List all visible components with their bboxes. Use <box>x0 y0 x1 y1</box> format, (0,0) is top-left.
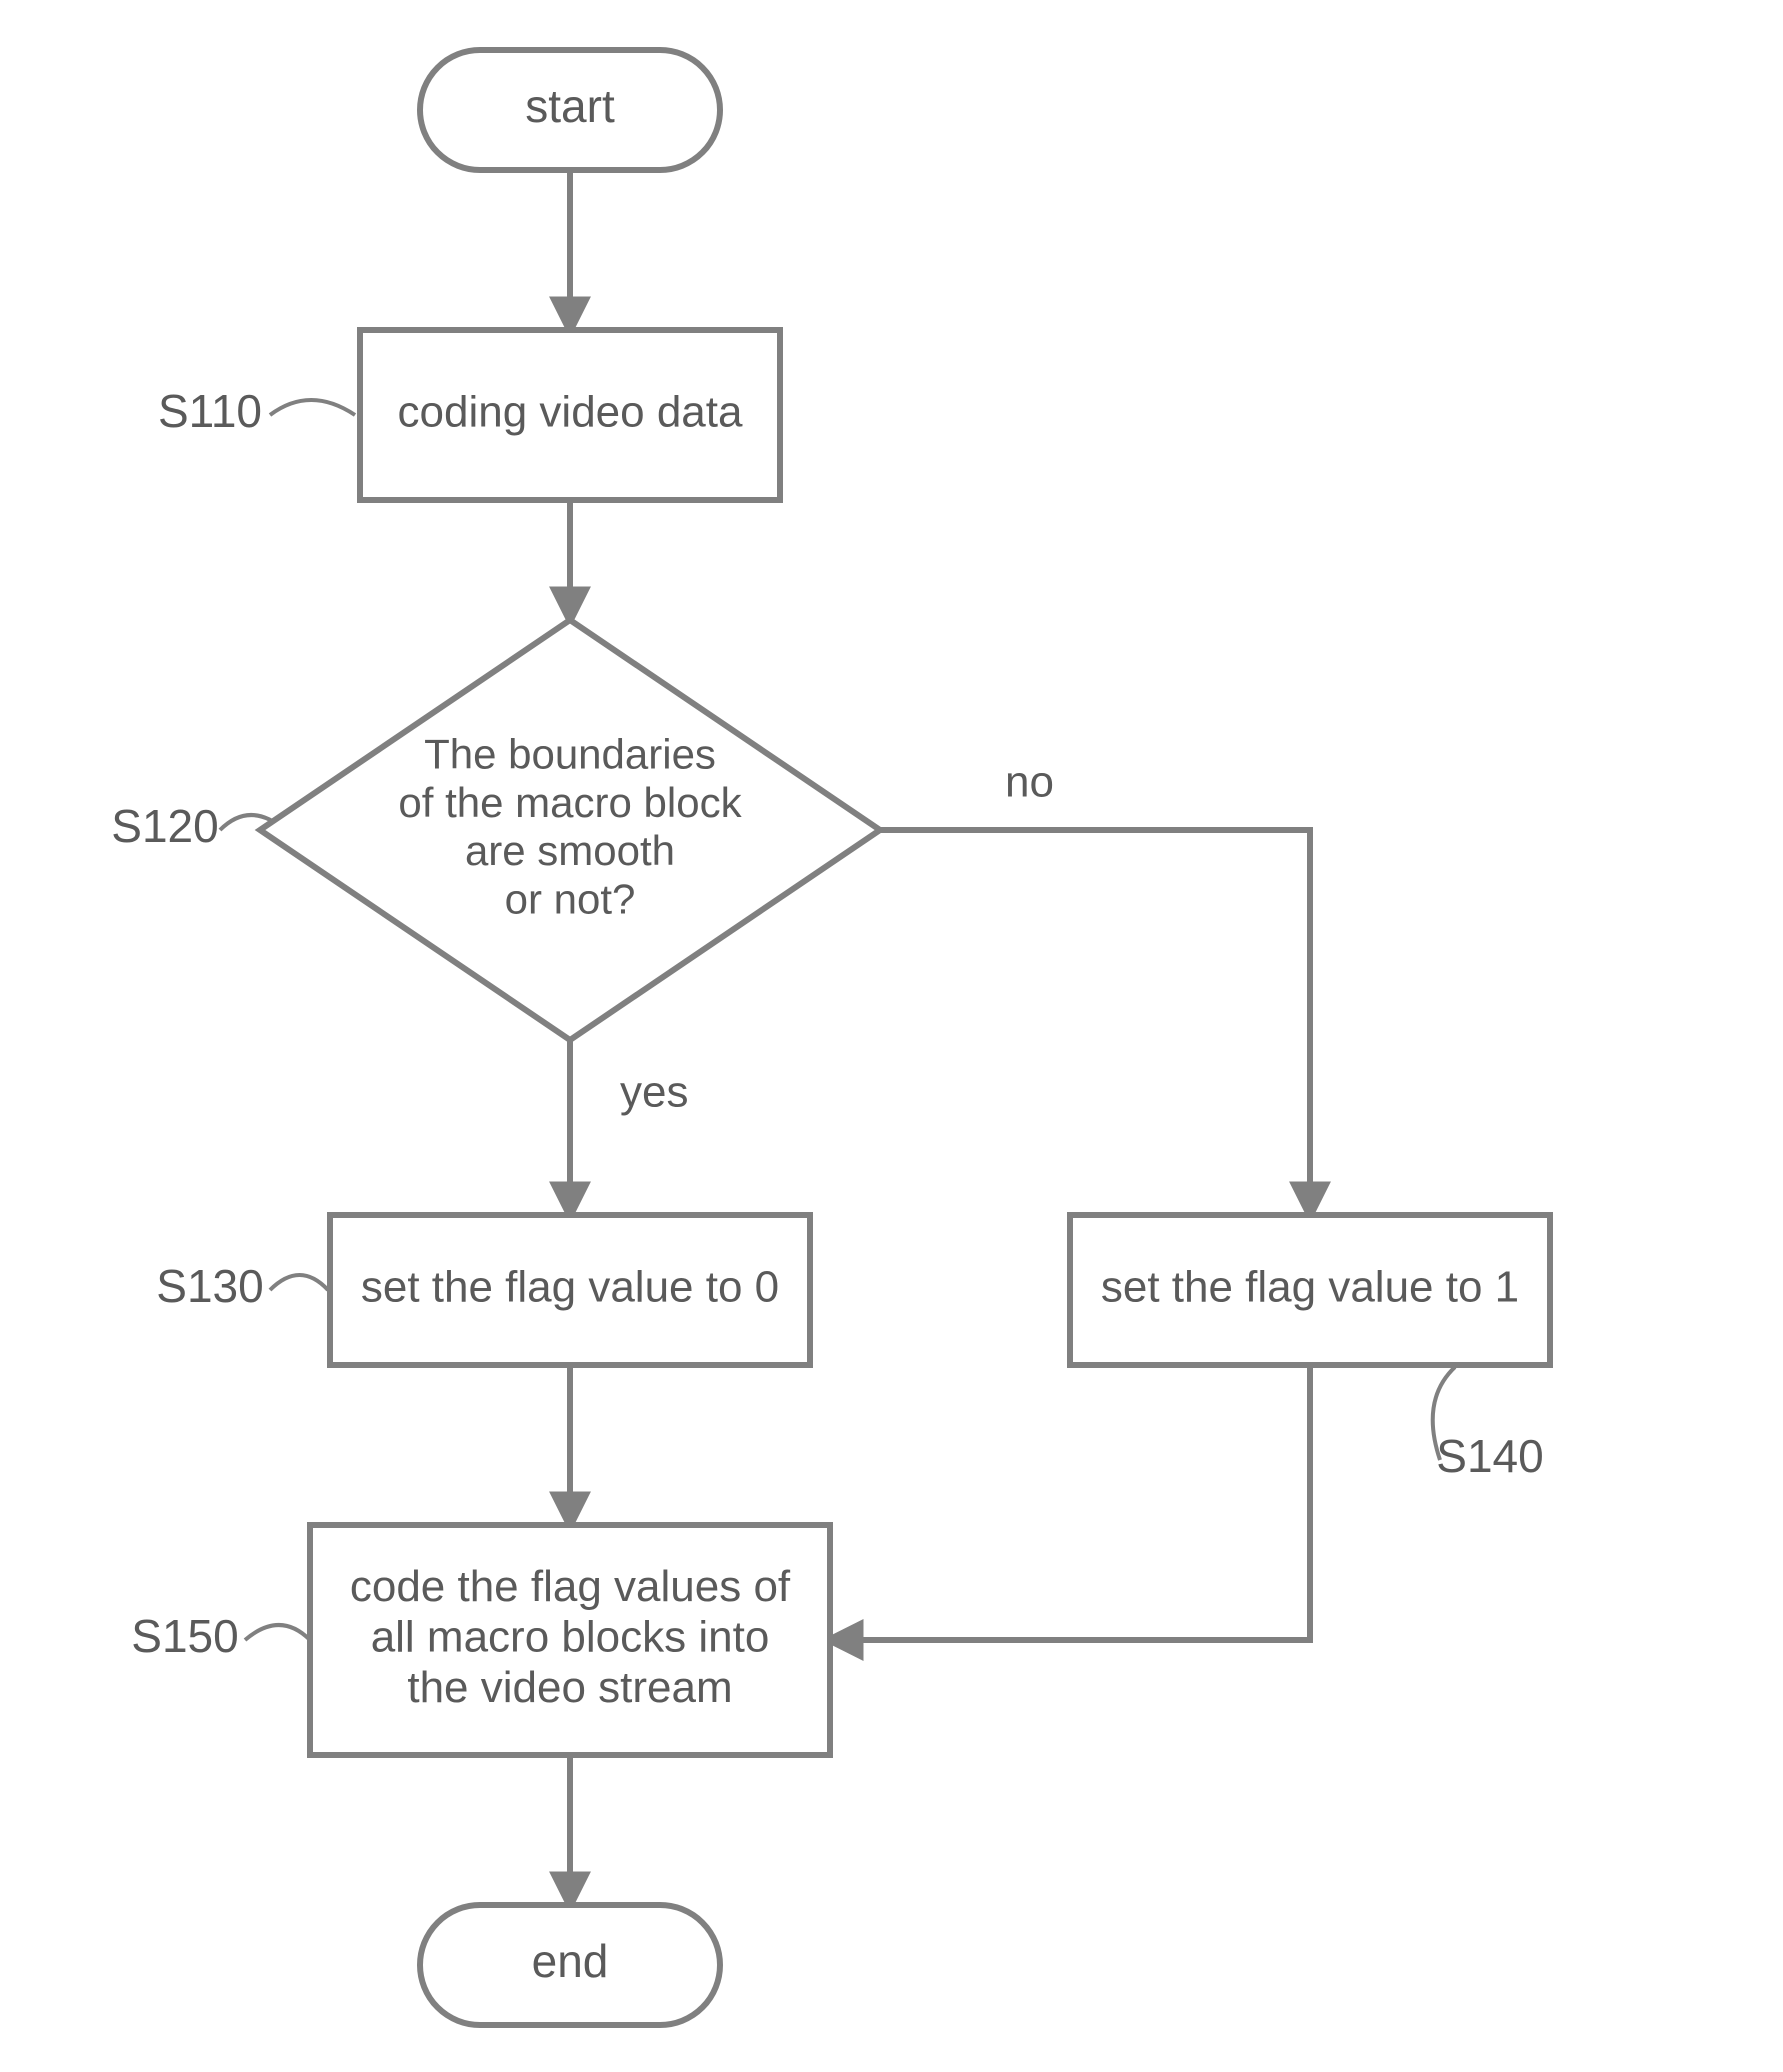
labels-layer: S110 S120 S130 S140 S150 yes no <box>111 385 1543 1662</box>
node-s150-text: code the flag values of <box>350 1562 791 1611</box>
node-end: end <box>420 1905 720 2025</box>
node-s120-text: or not? <box>505 876 636 923</box>
node-s150: code the flag values ofall macro blocks … <box>310 1525 830 1755</box>
nodes-layer: start coding video data The boundariesof t… <box>260 50 1550 2025</box>
node-start: start <box>420 50 720 170</box>
node-s110-text: coding video data <box>398 388 743 437</box>
edge-s140-s150 <box>830 1365 1310 1640</box>
edge-s120-s140 <box>880 830 1310 1215</box>
edge-label-yes: yes <box>620 1068 688 1117</box>
leaders-layer <box>220 400 1455 1640</box>
node-s120: The boundariesof the macro blockare smoo… <box>260 620 880 1040</box>
step-label-s150: S150 <box>131 1610 238 1662</box>
node-s110: coding video data <box>360 330 780 500</box>
edge-label-no: no <box>1005 758 1054 807</box>
step-label-s110: S110 <box>158 385 262 437</box>
node-s120-text: The boundaries <box>424 731 716 778</box>
step-label-s120: S120 <box>111 800 218 852</box>
step-label-s130: S130 <box>156 1260 263 1312</box>
node-s140-text: set the flag value to 1 <box>1101 1263 1519 1312</box>
leader-s150 <box>245 1625 310 1640</box>
node-s120-text: of the macro block <box>398 779 742 826</box>
leader-s110 <box>270 400 355 415</box>
node-s150-text: the video stream <box>407 1663 732 1712</box>
step-label-s140: S140 <box>1436 1430 1543 1482</box>
node-s130: set the flag value to 0 <box>330 1215 810 1365</box>
node-start-text: start <box>525 80 615 132</box>
node-s140: set the flag value to 1 <box>1070 1215 1550 1365</box>
leader-s130 <box>270 1275 328 1290</box>
node-s130-text: set the flag value to 0 <box>361 1263 779 1312</box>
node-s120-text: are smooth <box>465 827 675 874</box>
node-end-text: end <box>532 1935 609 1987</box>
node-s150-text: all macro blocks into <box>371 1613 770 1662</box>
flowchart: start coding video data The boundariesof t… <box>0 0 1783 2072</box>
